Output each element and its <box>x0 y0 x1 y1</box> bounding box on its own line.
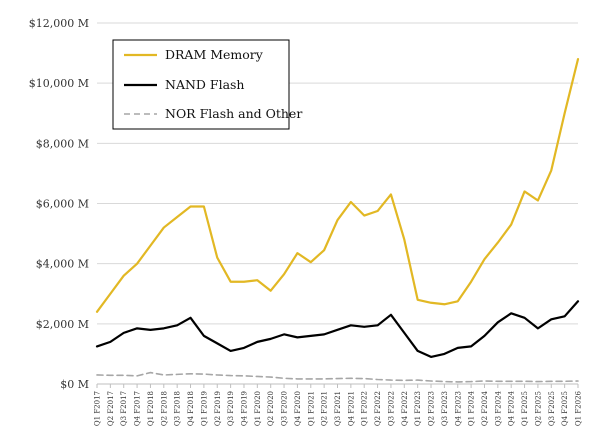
y-tick-label: $4,000 M <box>36 258 89 271</box>
x-tick-label: Q2 F2017 <box>107 391 115 426</box>
x-tick-label: Q3 F2017 <box>120 391 128 426</box>
x-tick-label: Q2 F2024 <box>481 390 489 426</box>
y-tick-label: $0 M <box>60 378 89 391</box>
x-tick-label: Q2 F2021 <box>321 391 329 426</box>
x-tick-label: Q2 F2025 <box>534 391 542 426</box>
x-tick-label: Q3 F2025 <box>548 391 556 426</box>
x-tick-label: Q1 F2022 <box>361 391 369 426</box>
x-tick-label: Q1 F2019 <box>200 391 208 426</box>
x-tick-label: Q3 F2024 <box>494 390 502 426</box>
x-tick-label: Q4 F2020 <box>294 391 302 426</box>
legend-label-dram: DRAM Memory <box>165 47 264 62</box>
x-tick-label: Q2 F2023 <box>428 391 436 426</box>
x-tick-label: Q2 F2020 <box>267 391 275 426</box>
x-tick-label: Q4 F2019 <box>240 391 248 426</box>
x-tick-label: Q4 F2018 <box>187 391 195 426</box>
x-tick-label: Q1 F2018 <box>147 391 155 426</box>
x-tick-label: Q1 F2020 <box>254 391 262 426</box>
y-tick-label: $2,000 M <box>36 318 89 331</box>
x-axis-ticks: Q1 F2017 Q2 F2017 Q3 F2017 Q4 F2017 Q1 F2018… <box>94 384 583 426</box>
x-tick-label: Q1 F2025 <box>521 391 529 426</box>
x-tick-label: Q1 F2026 <box>575 390 583 426</box>
x-tick-label: Q4 F2022 <box>401 391 409 426</box>
x-tick-label: Q3 F2019 <box>227 391 235 426</box>
x-tick-label: Q1 F2024 <box>468 390 476 426</box>
x-tick-label: Q4 F2023 <box>454 391 462 426</box>
x-tick-label: Q4 F2017 <box>134 391 142 426</box>
x-tick-label: Q2 F2018 <box>160 391 168 426</box>
series-lines <box>95 57 580 383</box>
x-tick-label: Q1 F2023 <box>414 391 422 426</box>
legend-label-nor: NOR Flash and Other <box>165 106 302 121</box>
x-tick-label: Q3 F2021 <box>334 391 342 426</box>
x-tick-label: Q3 F2020 <box>281 391 289 426</box>
x-tick-label: Q3 F2023 <box>441 391 449 426</box>
x-tick-label: Q3 F2022 <box>387 391 395 426</box>
series-line-dram <box>95 57 580 313</box>
legend-label-nand: NAND Flash <box>165 77 245 92</box>
x-tick-label: Q4 F2024 <box>508 390 516 426</box>
y-tick-label: $10,000 M <box>29 77 89 90</box>
y-tick-label: $6,000 M <box>36 198 89 211</box>
x-tick-label: Q1 F2021 <box>307 391 315 426</box>
x-tick-label: Q1 F2017 <box>94 391 102 426</box>
x-tick-label: Q2 F2019 <box>214 391 222 426</box>
x-tick-label: Q4 F2021 <box>347 391 355 426</box>
series-line-nor <box>96 371 579 383</box>
y-tick-label: $12,000 M <box>29 17 89 30</box>
x-tick-label: Q4 F2025 <box>561 391 569 426</box>
y-axis-ticks: $0 M $2,000 M $4,000 M $6,000 M $8,000 M $10,… <box>29 17 89 391</box>
series-line-nand <box>95 300 580 359</box>
legend: DRAM Memory NAND Flash NOR Flash and Oth… <box>112 39 302 130</box>
x-tick-label: Q2 F2022 <box>374 391 382 426</box>
y-tick-label: $8,000 M <box>36 137 89 150</box>
x-tick-label: Q3 F2018 <box>174 391 182 426</box>
